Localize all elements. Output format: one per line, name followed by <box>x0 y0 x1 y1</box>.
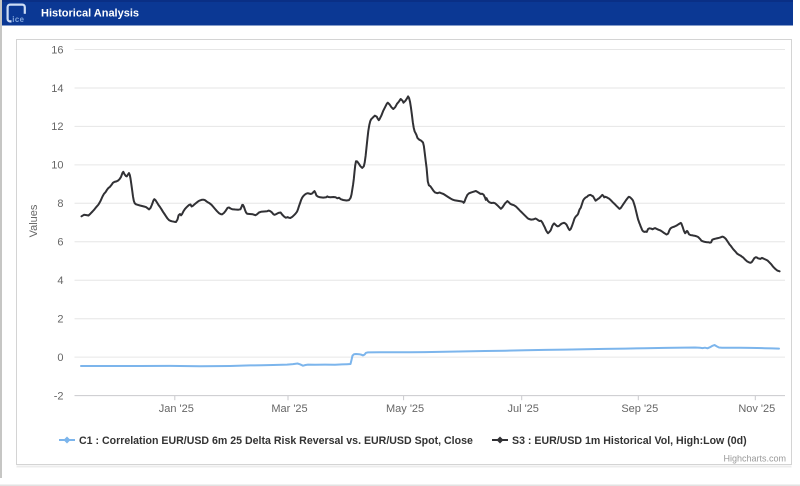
svg-text:Values: Values <box>28 204 40 237</box>
svg-text:Jan '25: Jan '25 <box>159 403 194 415</box>
svg-text:Highcharts.com: Highcharts.com <box>723 454 786 464</box>
svg-text:10: 10 <box>51 160 63 172</box>
svg-text:Nov '25: Nov '25 <box>738 403 775 415</box>
svg-text:8: 8 <box>57 198 63 210</box>
svg-text:14: 14 <box>51 83 63 95</box>
svg-text:6: 6 <box>57 237 63 249</box>
svg-text:May '25: May '25 <box>386 403 424 415</box>
svg-text:S3 : EUR/USD 1m Historical Vol: S3 : EUR/USD 1m Historical Vol, High:Low… <box>512 435 747 447</box>
svg-text:Historical Analysis: Historical Analysis <box>41 8 139 20</box>
svg-text:Mar '25: Mar '25 <box>271 403 307 415</box>
svg-text:0: 0 <box>57 352 63 364</box>
svg-text:16: 16 <box>51 44 63 56</box>
svg-text:12: 12 <box>51 121 63 133</box>
svg-text:2: 2 <box>57 314 63 326</box>
svg-text:ice: ice <box>12 15 24 24</box>
svg-text:Jul '25: Jul '25 <box>507 403 538 415</box>
svg-text:-2: -2 <box>54 390 64 402</box>
svg-text:4: 4 <box>57 275 63 287</box>
svg-text:Sep '25: Sep '25 <box>621 403 658 415</box>
svg-text:C1 : Correlation EUR/USD 6m 25: C1 : Correlation EUR/USD 6m 25 Delta Ris… <box>79 435 473 447</box>
